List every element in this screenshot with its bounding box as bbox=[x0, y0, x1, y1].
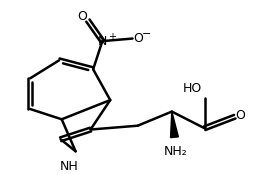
Text: NH₂: NH₂ bbox=[164, 145, 188, 158]
Text: O: O bbox=[78, 10, 88, 23]
Text: N: N bbox=[98, 35, 107, 48]
Text: +: + bbox=[108, 32, 116, 42]
Text: NH: NH bbox=[60, 160, 79, 173]
Text: O: O bbox=[133, 32, 143, 45]
Polygon shape bbox=[171, 112, 178, 138]
Text: O: O bbox=[235, 109, 245, 122]
Text: HO: HO bbox=[183, 82, 202, 95]
Text: −: − bbox=[142, 29, 152, 39]
